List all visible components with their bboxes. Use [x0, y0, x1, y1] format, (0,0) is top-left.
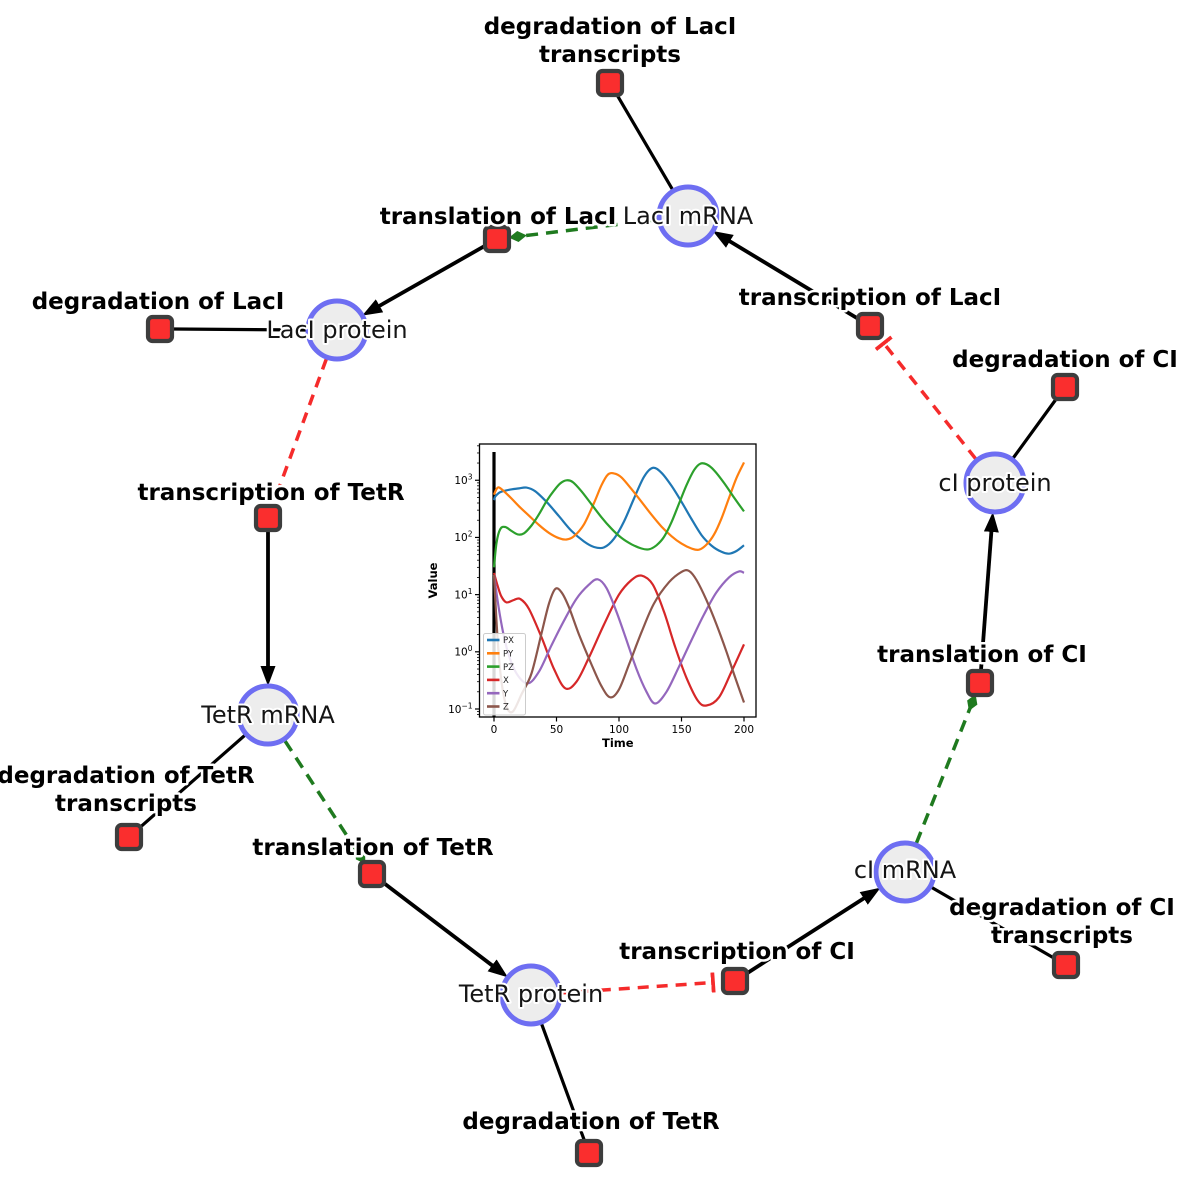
- edge-tetr-protein-to-deg-tetr: [540, 1022, 587, 1143]
- chart-series-Z: [492, 569, 746, 714]
- edge-translation-tetr-to-tetr-protein: [381, 880, 508, 978]
- edge-activation-laci-mrna-to-translation: [508, 217, 658, 242]
- chart-series-PX: [492, 466, 745, 555]
- label-tetr-protein: TetR protein: [458, 980, 603, 1008]
- reaction-node-deg-tetr-transcripts: [114, 822, 144, 852]
- reaction-node-transcription-tetr: [253, 503, 283, 533]
- species-node-tetr-protein: [499, 963, 563, 1027]
- species-node-laci-mrna: [656, 184, 720, 248]
- reaction-node-translation-tetr: [357, 859, 387, 889]
- edge-activation-ci-mrna-to-translation: [914, 694, 978, 844]
- label-tetr-mrna: TetR mRNA: [200, 701, 335, 729]
- edge-activation-tetr-mrna-to-translation: [283, 739, 366, 864]
- reaction-node-deg-ci-transcripts: [1051, 950, 1081, 980]
- chart-ytick-label: 101: [454, 587, 472, 602]
- chart-legend-label-PX: PX: [503, 636, 514, 646]
- reaction-node-translation-ci: [965, 668, 995, 698]
- edge-transcription-ci-to-ci-mrna: [744, 887, 881, 976]
- reaction-node-translation-laci: [482, 224, 512, 254]
- chart-series-X: [492, 572, 745, 707]
- chart-frame: [478, 443, 757, 718]
- edges: [137, 92, 1059, 1143]
- label-transcription-ci: transcription of CI: [619, 939, 855, 965]
- species-node-ci-mrna: [873, 840, 937, 904]
- chart-legend-label-PZ: PZ: [503, 663, 514, 673]
- chart-series-Y: [492, 570, 745, 705]
- chart-series-PZ: [492, 462, 745, 568]
- label-ci-protein: cI protein: [938, 469, 1051, 497]
- label-transcription-tetr: transcription of TetR: [137, 480, 404, 506]
- chart-ylabel: Value: [426, 562, 440, 598]
- species-node-laci-protein: [305, 298, 369, 362]
- label-translation-tetr: translation of TetR: [252, 835, 493, 861]
- chart-legend: PX PY PZ XYZ: [483, 633, 526, 716]
- chart-xtick-label: 200: [734, 724, 754, 736]
- species-nodes: [236, 184, 1027, 1027]
- edge-inhibition-tetr-protein-to-transcription-ci: [561, 972, 716, 995]
- label-transcription-laci: transcription of LacI: [739, 285, 1002, 311]
- label-translation-ci: translation of CI: [877, 642, 1087, 668]
- label-deg-tetr-transcripts: degradation of TetR transcripts: [0, 763, 255, 817]
- chart-xtick-label: 100: [609, 724, 629, 736]
- edge-inhibition-ci-protein-to-transcription-laci: [874, 335, 978, 460]
- label-deg-laci: degradation of LacI: [32, 289, 285, 315]
- label-laci-mrna: LacI mRNA: [623, 202, 754, 230]
- edge-translation-ci-to-ci-protein: [979, 512, 999, 671]
- chart-plot-area: [492, 452, 746, 717]
- edge-inhibition-laci-protein-to-transcription-tetr: [265, 358, 328, 503]
- species-node-ci-protein: [963, 451, 1027, 515]
- labels: degradation of LacI transcripts translati…: [0, 12, 1180, 1138]
- label-ci-mrna: cI mRNA: [854, 856, 957, 884]
- chart-ytick-label: 102: [454, 530, 472, 545]
- reaction-node-deg-laci: [145, 314, 175, 344]
- label-deg-laci-transcripts: degradation of LacI transcripts: [484, 14, 737, 68]
- reaction-nodes: [114, 68, 1081, 1168]
- label-deg-ci-transcripts: degradation of CI transcripts: [949, 895, 1175, 949]
- chart-ytick-label: 103: [454, 473, 472, 488]
- edge-translation-laci-to-laci-protein: [362, 243, 487, 316]
- reaction-node-transcription-ci: [720, 966, 750, 996]
- chart-xlabel: Time: [602, 736, 634, 750]
- reaction-node-deg-laci-transcripts: [595, 68, 625, 98]
- chart-ytick-label: 100: [454, 644, 472, 659]
- edge-laci-protein-to-deg-laci: [172, 327, 308, 332]
- chart-legend-label-X: X: [503, 676, 509, 686]
- edge-tetr-mrna-to-deg-transcripts: [137, 733, 247, 831]
- chart-xtick-label: 150: [671, 724, 691, 736]
- edge-ci-protein-to-deg-ci: [1011, 395, 1059, 460]
- label-translation-laci: translation of LacI: [380, 204, 617, 230]
- chart-series-PY: [492, 461, 745, 552]
- edge-transcription-laci-to-laci-mrna: [712, 230, 860, 321]
- reaction-node-deg-tetr: [574, 1138, 604, 1168]
- reaction-node-transcription-laci: [855, 311, 885, 341]
- label-deg-ci: degradation of CI: [952, 347, 1178, 373]
- chart-legend-label-Y: Y: [502, 689, 509, 699]
- edge-ci-mrna-to-deg-transcripts: [930, 885, 1057, 961]
- label-laci-protein: LacI protein: [266, 316, 407, 344]
- chart-ytick-label: 10−1: [448, 701, 473, 716]
- chart-legend-label-Z: Z: [503, 703, 509, 713]
- reaction-node-deg-ci: [1050, 372, 1080, 402]
- species-node-tetr-mrna: [236, 683, 300, 747]
- chart-xtick-label: 0: [491, 724, 498, 736]
- chart-legend-label-PY: PY: [503, 650, 514, 660]
- inset-chart: 0 50 100 150 20010−1100101102103TimeValuePXP…: [426, 443, 757, 750]
- label-deg-tetr: degradation of TetR: [462, 1109, 719, 1135]
- chart-xtick-label: 50: [550, 724, 563, 736]
- edge-laci-mrna-to-deg-transcripts: [614, 92, 674, 191]
